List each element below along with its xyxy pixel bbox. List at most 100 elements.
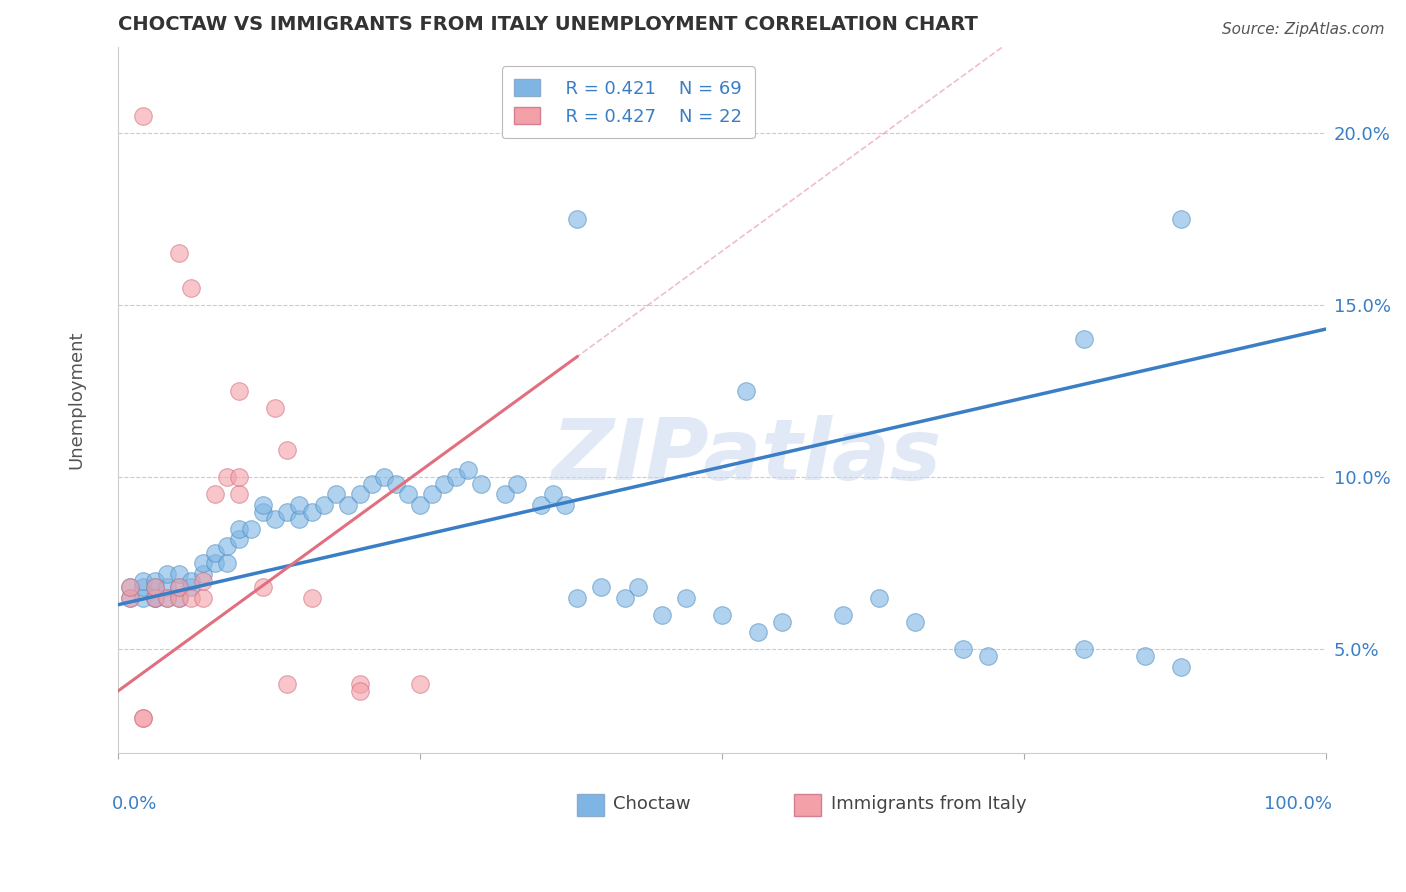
Point	[325, 487, 347, 501]
Point	[143, 591, 166, 605]
Point	[301, 505, 323, 519]
Point	[1133, 649, 1156, 664]
Point	[204, 546, 226, 560]
Point	[240, 522, 263, 536]
Point	[131, 574, 153, 588]
Text: Unemployment: Unemployment	[67, 330, 86, 469]
Point	[770, 615, 793, 629]
Point	[120, 591, 142, 605]
Point	[204, 557, 226, 571]
Point	[1073, 642, 1095, 657]
Point	[349, 677, 371, 691]
Point	[143, 591, 166, 605]
Point	[831, 607, 853, 622]
Point	[143, 581, 166, 595]
Point	[554, 498, 576, 512]
Point	[433, 477, 456, 491]
Point	[626, 581, 648, 595]
Point	[276, 505, 298, 519]
Point	[215, 470, 238, 484]
Point	[131, 109, 153, 123]
Point	[288, 498, 311, 512]
Point	[191, 591, 214, 605]
Point	[167, 246, 190, 260]
Point	[228, 487, 250, 501]
Point	[120, 591, 142, 605]
Point	[470, 477, 492, 491]
Point	[711, 607, 734, 622]
Point	[264, 401, 287, 416]
Point	[409, 498, 432, 512]
Text: Source: ZipAtlas.com: Source: ZipAtlas.com	[1222, 22, 1385, 37]
Text: 0.0%: 0.0%	[112, 795, 157, 814]
Point	[446, 470, 468, 484]
Point	[191, 574, 214, 588]
Point	[336, 498, 359, 512]
Point	[228, 384, 250, 398]
Point	[156, 591, 179, 605]
Text: CHOCTAW VS IMMIGRANTS FROM ITALY UNEMPLOYMENT CORRELATION CHART: CHOCTAW VS IMMIGRANTS FROM ITALY UNEMPLO…	[118, 15, 979, 34]
Point	[651, 607, 673, 622]
Point	[1073, 333, 1095, 347]
Point	[276, 442, 298, 457]
Point	[180, 581, 202, 595]
Point	[143, 581, 166, 595]
Point	[204, 487, 226, 501]
Point	[675, 591, 697, 605]
Point	[506, 477, 529, 491]
Point	[156, 591, 179, 605]
Text: Choctaw: Choctaw	[613, 795, 690, 813]
Point	[396, 487, 419, 501]
Legend:   R = 0.421    N = 69,   R = 0.427    N = 22: R = 0.421 N = 69, R = 0.427 N = 22	[502, 66, 755, 138]
Point	[747, 625, 769, 640]
FancyBboxPatch shape	[576, 794, 603, 816]
Point	[349, 683, 371, 698]
Point	[373, 470, 395, 484]
Point	[180, 574, 202, 588]
Point	[120, 581, 142, 595]
Point	[868, 591, 890, 605]
Point	[180, 591, 202, 605]
Point	[530, 498, 553, 512]
Point	[276, 677, 298, 691]
Point	[409, 677, 432, 691]
Point	[565, 211, 588, 226]
Point	[301, 591, 323, 605]
Point	[167, 581, 190, 595]
Point	[264, 511, 287, 525]
Point	[191, 557, 214, 571]
Point	[228, 470, 250, 484]
Point	[131, 711, 153, 725]
Point	[228, 532, 250, 546]
Point	[191, 566, 214, 581]
Point	[180, 281, 202, 295]
Point	[420, 487, 443, 501]
Point	[215, 557, 238, 571]
Point	[288, 511, 311, 525]
Point	[904, 615, 927, 629]
Point	[143, 574, 166, 588]
Point	[156, 581, 179, 595]
Point	[167, 591, 190, 605]
Point	[361, 477, 384, 491]
Text: 100.0%: 100.0%	[1264, 795, 1331, 814]
Point	[385, 477, 408, 491]
Text: ZIPatlas: ZIPatlas	[551, 415, 941, 498]
Point	[167, 591, 190, 605]
Point	[215, 539, 238, 553]
Point	[228, 522, 250, 536]
FancyBboxPatch shape	[794, 794, 821, 816]
Point	[735, 384, 758, 398]
Point	[252, 581, 274, 595]
Point	[494, 487, 516, 501]
Point	[167, 581, 190, 595]
Point	[252, 505, 274, 519]
Point	[167, 566, 190, 581]
Point	[1170, 211, 1192, 226]
Point	[565, 591, 588, 605]
Point	[131, 711, 153, 725]
Point	[131, 591, 153, 605]
Point	[252, 498, 274, 512]
Point	[457, 463, 479, 477]
Point	[1170, 659, 1192, 673]
